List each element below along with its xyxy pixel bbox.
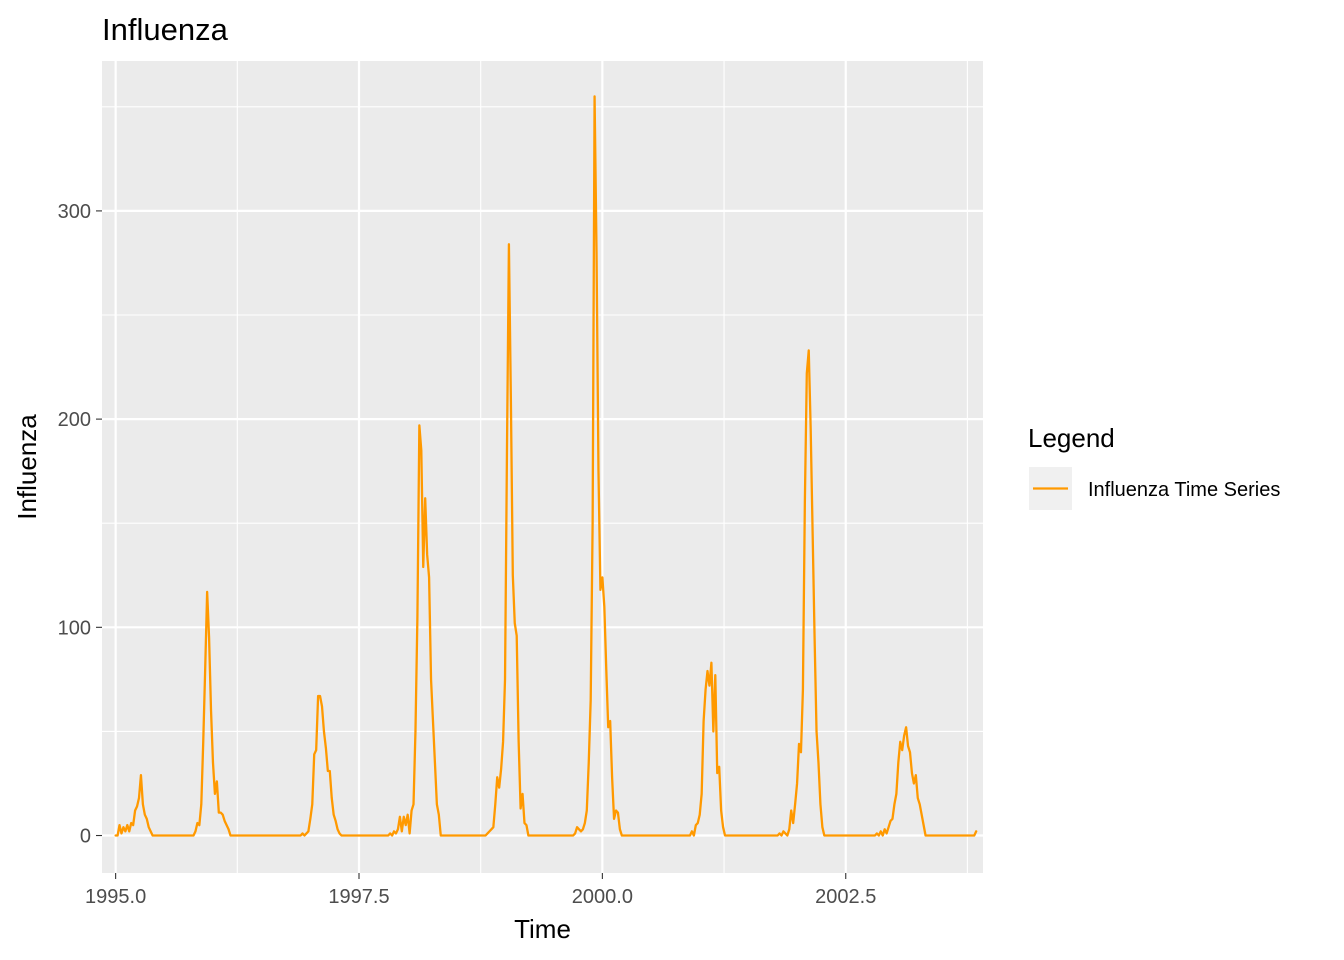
- y-tick-label: 200: [58, 409, 91, 431]
- chart-title: Influenza: [102, 12, 229, 47]
- y-tick-label: 100: [58, 617, 91, 639]
- x-tick-label: 2000.0: [572, 886, 633, 908]
- legend-title: Legend: [1028, 423, 1115, 453]
- series-line-influenza: [114, 95, 978, 837]
- x-tick-label: 2002.5: [815, 886, 876, 908]
- x-tick-label: 1995.0: [85, 886, 146, 908]
- legend: Legend Influenza Time Series: [1028, 423, 1280, 510]
- plot-panel: [102, 61, 983, 873]
- x-axis-title: Time: [514, 914, 571, 944]
- grid-major: [102, 61, 983, 873]
- y-axis-title: Influenza: [12, 414, 42, 520]
- y-axis: 0 100 200 300: [58, 201, 102, 848]
- x-tick-label: 1997.5: [328, 886, 389, 908]
- y-tick-label: 300: [58, 201, 91, 223]
- legend-label: Influenza Time Series: [1088, 479, 1280, 501]
- x-axis: 1995.0 1997.5 2000.0 2002.5: [85, 873, 876, 908]
- y-tick-label: 0: [80, 826, 91, 848]
- grid-minor: [102, 61, 983, 873]
